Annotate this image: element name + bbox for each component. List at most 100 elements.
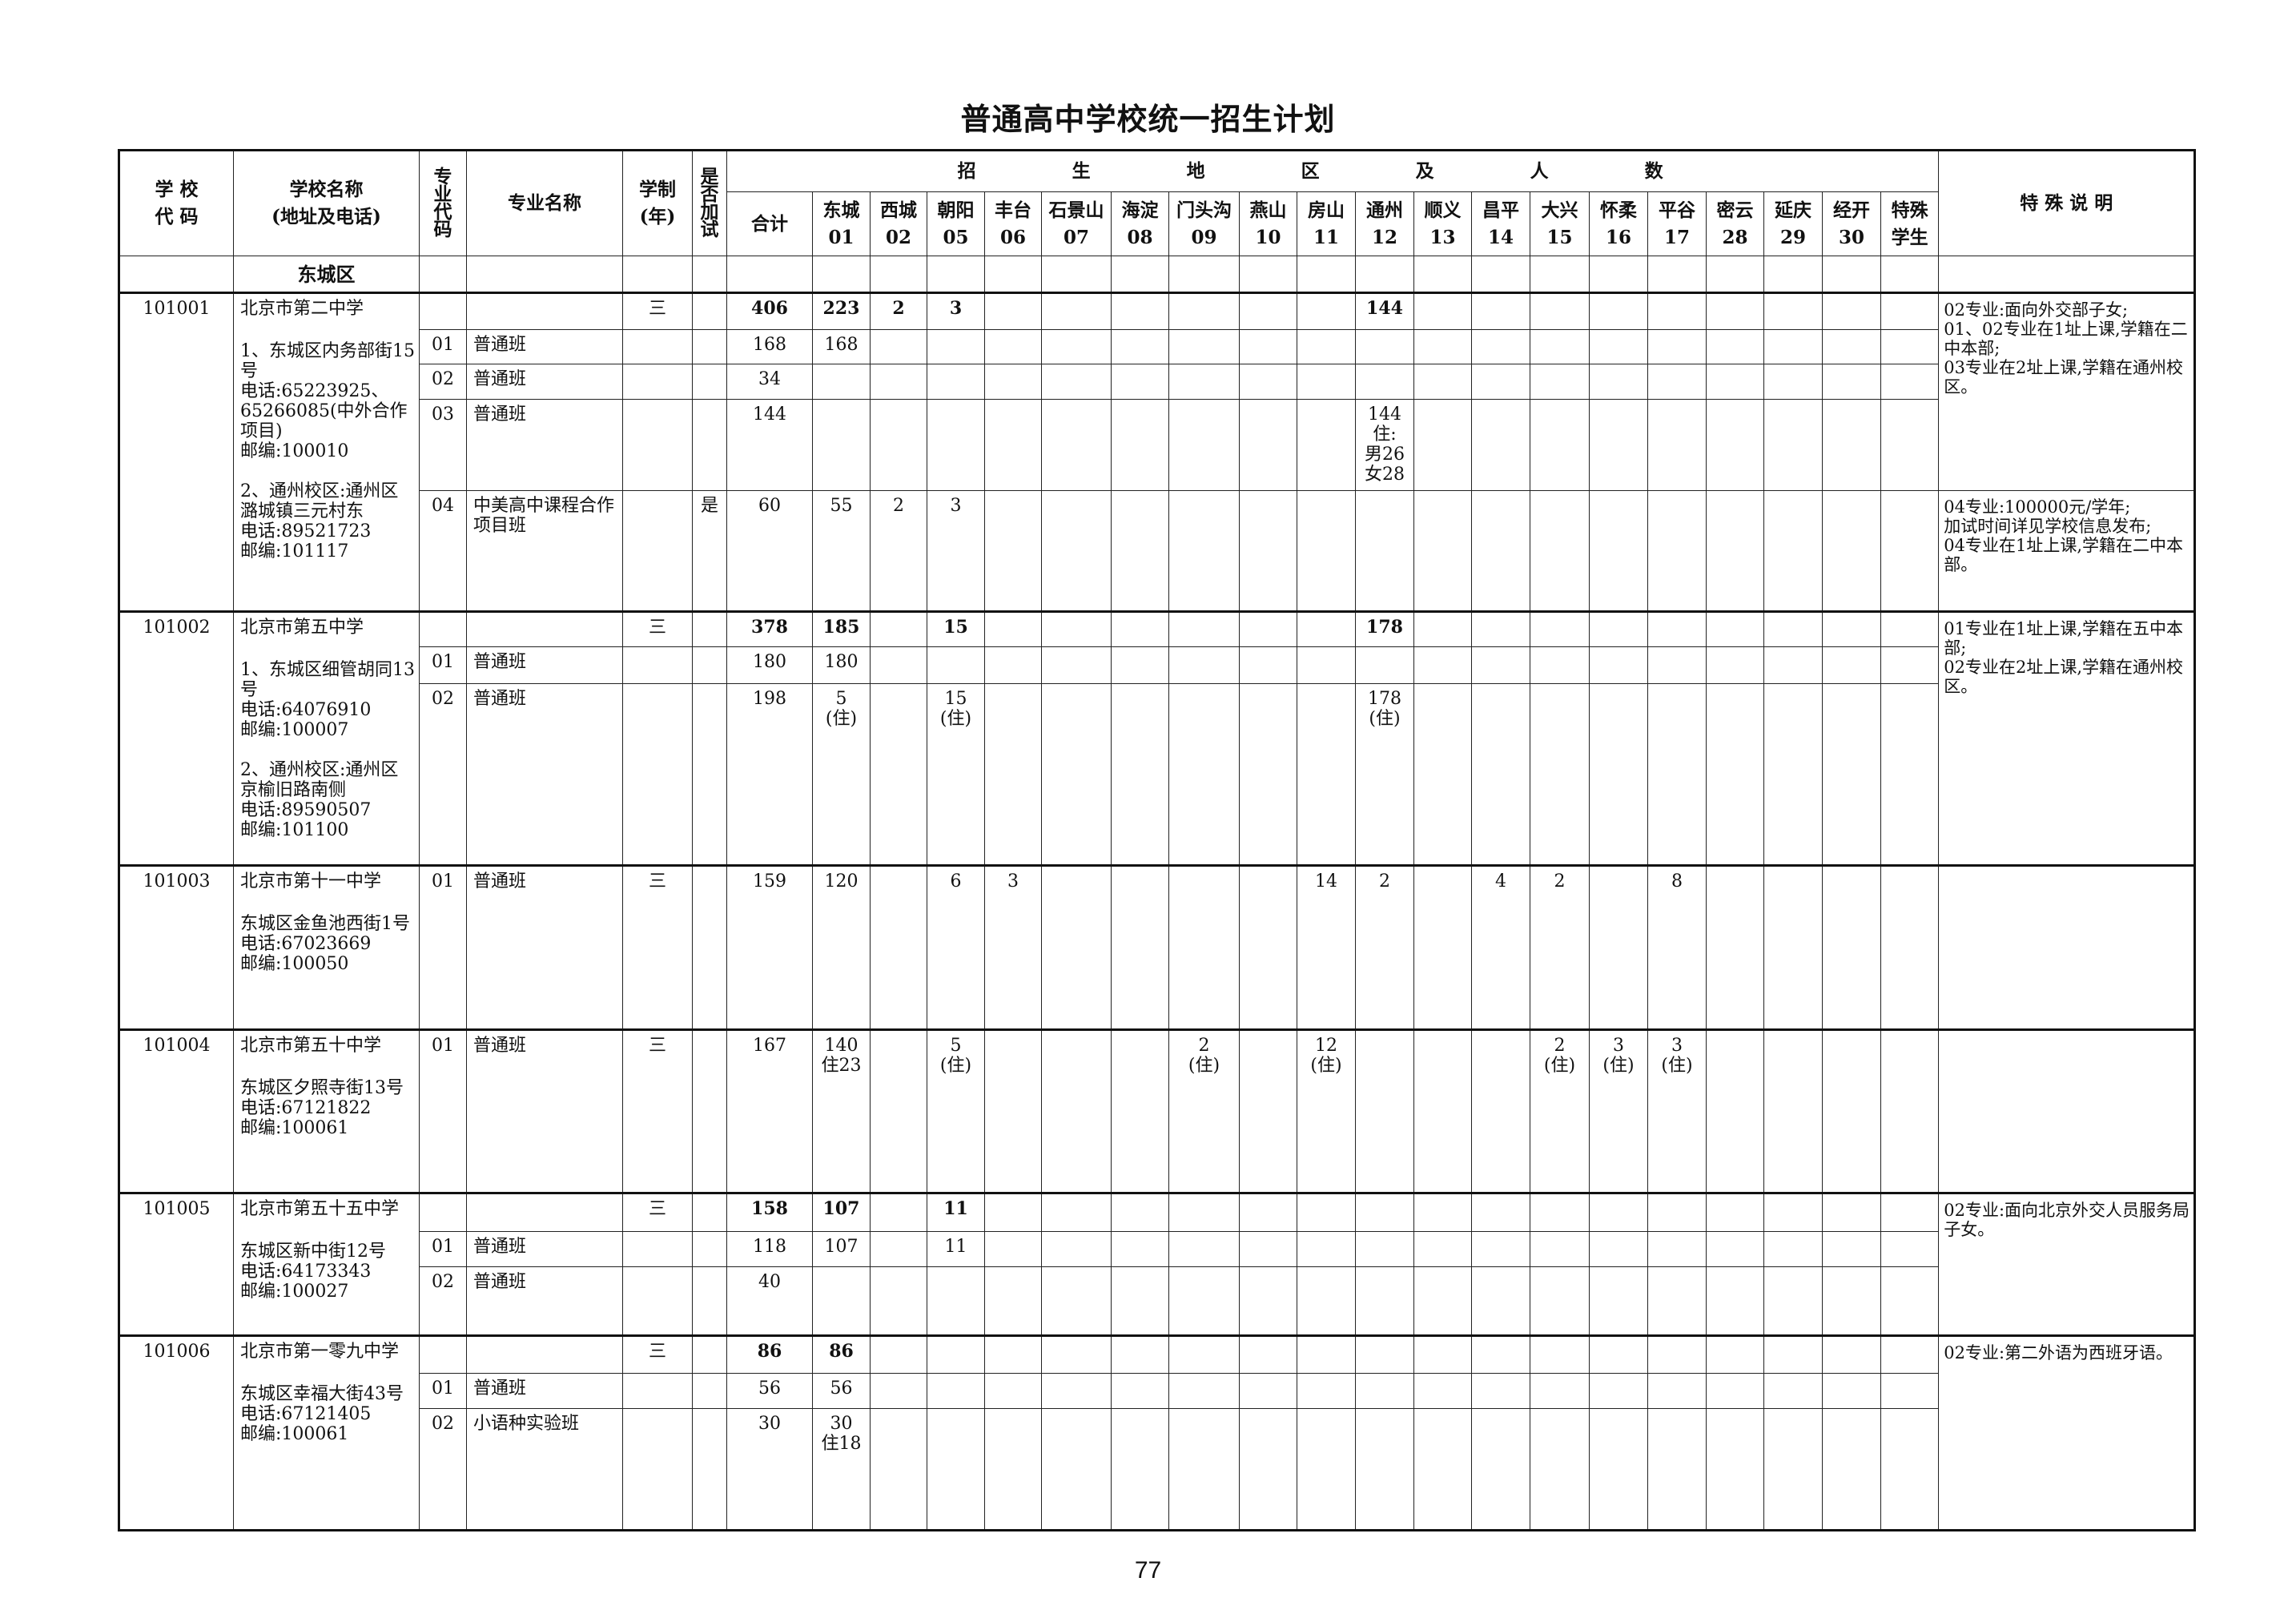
header-region: 大兴 15 xyxy=(1530,191,1590,256)
region-count xyxy=(1168,399,1240,491)
major-name xyxy=(466,610,623,647)
region-count xyxy=(1041,646,1112,684)
region-count xyxy=(1589,683,1648,866)
region-count xyxy=(927,646,985,684)
region-count xyxy=(1111,292,1169,330)
region-count xyxy=(984,1028,1042,1193)
region-count: 144 住: 男26 女28 xyxy=(1355,399,1414,491)
major-name xyxy=(466,292,623,330)
region-count xyxy=(1822,646,1881,684)
region-count: 168 xyxy=(812,329,871,364)
region-count xyxy=(1413,399,1472,491)
region-count xyxy=(1471,1408,1530,1531)
region-count: 3 (住) xyxy=(1647,1028,1707,1193)
region-count: 11 xyxy=(927,1192,985,1232)
region-count xyxy=(1589,1373,1648,1409)
region-name: 通州 xyxy=(1366,199,1403,221)
empty-cell xyxy=(927,256,985,293)
region-count xyxy=(1471,610,1530,647)
exam xyxy=(692,399,727,491)
empty-cell xyxy=(1471,256,1530,293)
region-count xyxy=(984,490,1042,612)
header-region: 房山 11 xyxy=(1297,191,1356,256)
region-count xyxy=(1355,364,1414,400)
region-count xyxy=(1168,1231,1240,1267)
region-count xyxy=(1355,490,1414,612)
region-count xyxy=(1647,1231,1707,1267)
school-name: 北京市第十一中学 xyxy=(240,871,382,891)
header-total: 合计 xyxy=(726,191,813,256)
header-region: 顺义 13 xyxy=(1413,191,1472,256)
region-count xyxy=(1041,1408,1112,1531)
region-name: 房山 xyxy=(1308,199,1345,221)
region-count xyxy=(1530,683,1590,866)
region-count xyxy=(1471,683,1530,866)
region-count xyxy=(1168,646,1240,684)
region-count xyxy=(1168,1408,1240,1531)
region-count: 223 xyxy=(812,292,871,330)
region-count xyxy=(984,1373,1042,1409)
empty-cell xyxy=(812,256,871,293)
empty-cell xyxy=(1168,256,1240,293)
region-name: 大兴 xyxy=(1541,199,1578,221)
region-count xyxy=(1239,1266,1297,1336)
region-count xyxy=(1706,364,1764,400)
region-count xyxy=(1239,1408,1297,1531)
school-code: 101003 xyxy=(119,864,234,1030)
region-count xyxy=(1822,610,1881,647)
table-row: 02 普通班 198 5 (住) 15 (住) 178 (住) xyxy=(119,683,2195,866)
region-count xyxy=(1413,864,1472,1030)
region-count xyxy=(1706,610,1764,647)
table-row: 101005 北京市第五十五中学 东城区新中街12号 电话:64173343 邮编:… xyxy=(119,1192,2196,1336)
region-count xyxy=(1530,1334,1590,1374)
region-count xyxy=(1471,1028,1530,1193)
total: 406 xyxy=(726,292,813,330)
region-count xyxy=(1530,610,1590,647)
region-count: 107 xyxy=(812,1231,871,1267)
region-count: 2 (住) xyxy=(1530,1028,1590,1193)
region-count xyxy=(870,610,927,647)
region-count xyxy=(1763,646,1823,684)
region-count xyxy=(1589,1408,1648,1531)
region-count xyxy=(1822,1266,1881,1336)
major-name: 普通班 xyxy=(466,1266,623,1336)
empty-cell xyxy=(1111,256,1169,293)
region-count xyxy=(1706,1266,1764,1336)
region-count xyxy=(984,646,1042,684)
special-note: 01专业在1址上课,学籍在五中本部; 02专业在2址上课,学籍在通州校区。 xyxy=(1938,610,2196,866)
region-count xyxy=(1706,329,1764,364)
region-count xyxy=(1471,292,1530,330)
school-name: 北京市第五十中学 xyxy=(240,1036,382,1056)
header-region: 通州 12 xyxy=(1355,191,1414,256)
region-count xyxy=(1822,329,1881,364)
region-count xyxy=(1168,292,1240,330)
header-region: 特殊 学生 xyxy=(1880,191,1940,256)
region-count xyxy=(1297,610,1356,647)
region-code: 08 xyxy=(1127,226,1153,248)
empty-cell xyxy=(726,256,813,293)
region-count xyxy=(1589,646,1648,684)
region-count xyxy=(927,1266,985,1336)
region-code: 17 xyxy=(1663,226,1690,248)
header-major-code: 专 业 代 码 xyxy=(419,150,467,256)
major-name: 普通班 xyxy=(466,683,623,866)
region-count xyxy=(1239,1028,1297,1193)
region-count xyxy=(1297,646,1356,684)
region-count: 15 xyxy=(927,610,985,647)
total: 118 xyxy=(726,1231,813,1267)
region-count xyxy=(1471,1334,1530,1374)
region-name: 特殊 学生 xyxy=(1891,199,1928,248)
region-count xyxy=(1041,1192,1112,1232)
empty-cell xyxy=(870,256,927,293)
region-count xyxy=(1822,399,1881,491)
region-count xyxy=(1413,1408,1472,1531)
header-region: 门头沟 09 xyxy=(1168,191,1240,256)
region-count xyxy=(1239,1231,1297,1267)
region-count xyxy=(1413,490,1472,612)
table-row: 03 普通班 144 144 住: 男26 女28 xyxy=(119,399,2195,491)
region-count xyxy=(1168,1373,1240,1409)
region-count xyxy=(1355,1231,1414,1267)
region-count xyxy=(1647,1373,1707,1409)
region-code: 15 xyxy=(1546,226,1573,248)
header-school-code: 学 校 代 码 xyxy=(119,150,234,256)
